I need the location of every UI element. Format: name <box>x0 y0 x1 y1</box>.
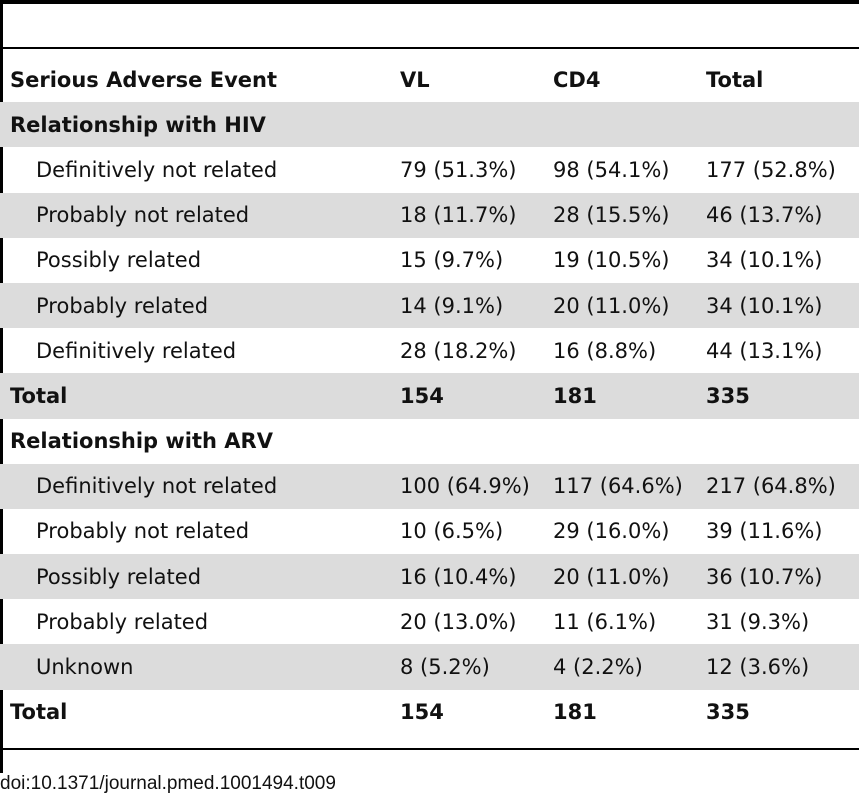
cell-total: 44 (13.1%) <box>706 338 823 363</box>
table-row: Possibly related 15 (9.7%) 19 (10.5%) 34… <box>0 238 859 283</box>
cell-vl: 14 (9.1%) <box>400 282 553 329</box>
row-label: Possibly related <box>36 248 202 273</box>
cell-total: 217 (64.8%) <box>706 463 859 509</box>
total-total: 335 <box>706 700 750 725</box>
row-label: Probably related <box>0 282 400 329</box>
total-vl: 154 <box>400 700 444 725</box>
section-row-hiv: Relationship with HIV <box>0 102 859 148</box>
table-row: Probably not related 10 (6.5%) 29 (16.0%… <box>0 509 859 554</box>
cell-cd4: 117 (64.6%) <box>553 463 706 509</box>
total-total: 335 <box>706 373 859 419</box>
cell-vl: 28 (18.2%) <box>400 338 517 363</box>
cell-vl: 100 (64.9%) <box>400 463 553 509</box>
cell-vl: 15 (9.7%) <box>400 248 504 273</box>
table-row: Probably related 20 (13.0%) 11 (6.1%) 31… <box>0 599 859 644</box>
section-title: Relationship with HIV <box>0 102 859 148</box>
cell-vl: 10 (6.5%) <box>400 519 504 544</box>
cell-total: 177 (52.8%) <box>706 157 836 182</box>
table-row: Probably related 14 (9.1%) 20 (11.0%) 34… <box>0 282 859 329</box>
section-title: Relationship with ARV <box>10 429 273 454</box>
doi-caption: doi:10.1371/journal.pmed.1001494.t009 <box>0 773 336 794</box>
table-row: Definitively not related 100 (64.9%) 117… <box>0 463 859 509</box>
cell-cd4: 20 (11.0%) <box>553 282 706 329</box>
row-label: Definitively not related <box>0 463 400 509</box>
row-label: Definitively related <box>36 338 237 363</box>
table-top-border <box>0 0 859 4</box>
total-cd4: 181 <box>553 700 597 725</box>
cell-vl: 79 (51.3%) <box>400 157 517 182</box>
row-label: Possibly related <box>0 554 400 600</box>
adverse-events-table: Serious Adverse Event VL CD4 Total Relat… <box>0 57 859 735</box>
table-header-row: Serious Adverse Event VL CD4 Total <box>0 57 859 102</box>
cell-total: 39 (11.6%) <box>706 519 823 544</box>
cell-total: 12 (3.6%) <box>706 644 859 690</box>
cell-total: 34 (10.1%) <box>706 248 823 273</box>
header-total: Total <box>706 67 764 92</box>
total-row: Total 154 181 335 <box>0 690 859 735</box>
table-row: Unknown 8 (5.2%) 4 (2.2%) 12 (3.6%) <box>0 644 859 690</box>
cell-cd4: 28 (15.5%) <box>553 192 706 238</box>
cell-total: 36 (10.7%) <box>706 554 859 600</box>
row-label: Unknown <box>0 644 400 690</box>
section-row-arv: Relationship with ARV <box>0 419 859 464</box>
header-vl: VL <box>400 67 430 92</box>
header-top-rule <box>0 47 859 49</box>
row-label: Probably not related <box>0 192 400 238</box>
cell-vl: 8 (5.2%) <box>400 644 553 690</box>
table-row: Possibly related 16 (10.4%) 20 (11.0%) 3… <box>0 554 859 600</box>
table-row: Definitively related 28 (18.2%) 16 (8.8%… <box>0 328 859 373</box>
table-row: Definitively not related 79 (51.3%) 98 (… <box>0 147 859 192</box>
cell-cd4: 11 (6.1%) <box>553 609 657 634</box>
cell-cd4: 29 (16.0%) <box>553 519 670 544</box>
row-label: Probably related <box>36 609 209 634</box>
total-row: Total 154 181 335 <box>0 373 859 419</box>
cell-cd4: 20 (11.0%) <box>553 554 706 600</box>
cell-total: 31 (9.3%) <box>706 609 810 634</box>
total-label: Total <box>0 373 400 419</box>
cell-total: 34 (10.1%) <box>706 282 859 329</box>
table-row: Probably not related 18 (11.7%) 28 (15.5… <box>0 192 859 238</box>
total-cd4: 181 <box>553 373 706 419</box>
cell-cd4: 19 (10.5%) <box>553 248 670 273</box>
row-label: Probably not related <box>36 519 250 544</box>
cell-cd4: 4 (2.2%) <box>553 644 706 690</box>
cell-total: 46 (13.7%) <box>706 192 859 238</box>
total-vl: 154 <box>400 373 553 419</box>
header-cd4: CD4 <box>553 67 601 92</box>
header-event: Serious Adverse Event <box>10 67 278 92</box>
table-bottom-rule <box>0 748 859 750</box>
cell-vl: 18 (11.7%) <box>400 192 553 238</box>
total-label: Total <box>10 700 68 725</box>
cell-cd4: 98 (54.1%) <box>553 157 670 182</box>
cell-vl: 16 (10.4%) <box>400 554 553 600</box>
cell-vl: 20 (13.0%) <box>400 609 517 634</box>
row-label: Definitively not related <box>36 157 278 182</box>
cell-cd4: 16 (8.8%) <box>553 338 657 363</box>
